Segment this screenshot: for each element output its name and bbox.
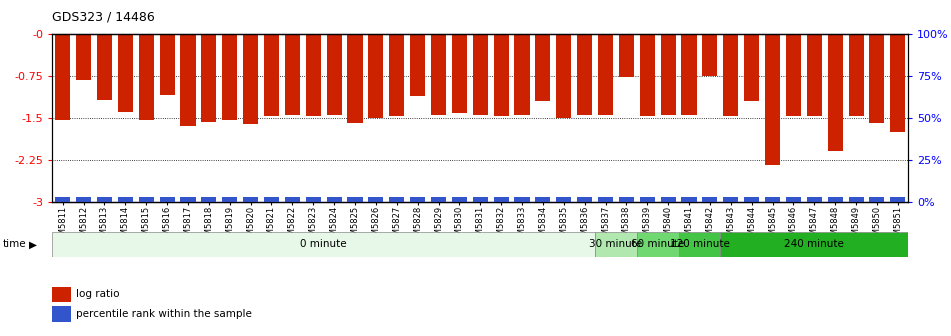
Bar: [389, 34, 404, 116]
Bar: [494, 197, 509, 202]
Bar: [368, 34, 383, 118]
Bar: [535, 34, 551, 101]
Text: log ratio: log ratio: [76, 290, 119, 299]
Bar: [118, 197, 133, 202]
Bar: [202, 197, 217, 202]
Text: ▶: ▶: [29, 240, 36, 249]
Bar: [598, 34, 613, 115]
Bar: [637, 232, 679, 257]
Bar: [682, 197, 696, 202]
Bar: [55, 197, 70, 202]
Bar: [786, 34, 801, 117]
Bar: [223, 34, 237, 120]
Bar: [869, 197, 884, 202]
Bar: [285, 34, 300, 115]
Bar: [139, 34, 154, 120]
Bar: [431, 197, 446, 202]
Text: percentile rank within the sample: percentile rank within the sample: [76, 309, 251, 319]
Bar: [473, 197, 488, 202]
Bar: [160, 197, 175, 202]
Bar: [661, 197, 675, 202]
Text: 120 minute: 120 minute: [670, 240, 729, 249]
Bar: [744, 34, 759, 101]
Bar: [827, 34, 843, 151]
Bar: [848, 197, 864, 202]
Bar: [347, 34, 362, 123]
Bar: [703, 197, 717, 202]
Bar: [264, 197, 279, 202]
Bar: [765, 197, 780, 202]
Text: 30 minute: 30 minute: [590, 240, 643, 249]
Bar: [720, 232, 908, 257]
Bar: [97, 197, 112, 202]
Bar: [410, 197, 425, 202]
Bar: [305, 34, 320, 117]
Bar: [181, 197, 196, 202]
Bar: [786, 197, 801, 202]
Bar: [535, 197, 551, 202]
Bar: [305, 197, 320, 202]
Text: 0 minute: 0 minute: [301, 240, 347, 249]
Bar: [806, 34, 822, 117]
Bar: [452, 34, 467, 113]
Bar: [55, 34, 70, 120]
Bar: [52, 287, 70, 302]
Bar: [264, 34, 279, 117]
Bar: [347, 197, 362, 202]
Bar: [52, 232, 595, 257]
Bar: [724, 34, 738, 117]
Bar: [661, 34, 675, 115]
Bar: [703, 34, 717, 76]
Text: GDS323 / 14486: GDS323 / 14486: [52, 10, 155, 23]
Bar: [744, 197, 759, 202]
Bar: [619, 34, 634, 77]
Bar: [410, 34, 425, 96]
Bar: [577, 34, 592, 115]
Bar: [682, 34, 696, 115]
Bar: [640, 34, 655, 117]
Bar: [223, 197, 237, 202]
Bar: [577, 197, 592, 202]
Bar: [326, 34, 341, 115]
Bar: [869, 34, 884, 123]
Bar: [160, 34, 175, 95]
Bar: [494, 34, 509, 117]
Bar: [595, 232, 637, 257]
Bar: [556, 34, 572, 118]
Bar: [202, 34, 217, 122]
Bar: [806, 197, 822, 202]
Bar: [514, 34, 530, 115]
Bar: [890, 34, 905, 132]
Bar: [765, 34, 780, 165]
Text: time: time: [3, 240, 27, 249]
Bar: [285, 197, 300, 202]
Bar: [619, 197, 634, 202]
Bar: [848, 34, 864, 117]
Bar: [368, 197, 383, 202]
Bar: [724, 197, 738, 202]
Bar: [514, 197, 530, 202]
Bar: [243, 34, 258, 124]
Bar: [598, 197, 613, 202]
Text: 240 minute: 240 minute: [785, 240, 844, 249]
Text: 60 minute: 60 minute: [631, 240, 685, 249]
Bar: [827, 197, 843, 202]
Bar: [76, 34, 91, 80]
Bar: [76, 197, 91, 202]
Bar: [139, 197, 154, 202]
Bar: [52, 306, 70, 322]
Bar: [452, 197, 467, 202]
Bar: [473, 34, 488, 115]
Bar: [243, 197, 258, 202]
Bar: [431, 34, 446, 115]
Bar: [890, 197, 905, 202]
Bar: [389, 197, 404, 202]
Bar: [118, 34, 133, 112]
Bar: [640, 197, 655, 202]
Bar: [556, 197, 572, 202]
Bar: [679, 232, 720, 257]
Bar: [181, 34, 196, 126]
Bar: [326, 197, 341, 202]
Bar: [97, 34, 112, 100]
